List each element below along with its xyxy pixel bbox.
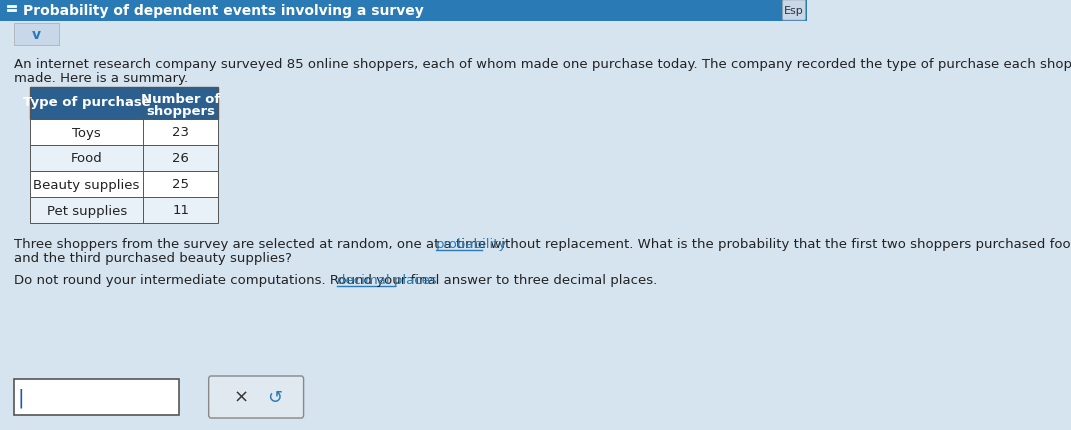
Text: made. Here is a summary.: made. Here is a summary.	[14, 72, 187, 85]
Text: v: v	[32, 28, 41, 42]
FancyBboxPatch shape	[783, 1, 805, 21]
Text: Food: Food	[71, 152, 103, 165]
Text: Toys: Toys	[72, 126, 101, 139]
Text: shoppers: shoppers	[147, 105, 215, 118]
Text: 26: 26	[172, 152, 190, 165]
Text: Three shoppers from the survey are selected at random, one at a time without rep: Three shoppers from the survey are selec…	[14, 237, 1071, 250]
Text: probability: probability	[436, 237, 508, 250]
Text: 25: 25	[172, 178, 190, 191]
Text: decimal places: decimal places	[336, 273, 437, 286]
Text: |: |	[18, 387, 25, 407]
Text: An internet research company surveyed 85 online shoppers, each of whom made one : An internet research company surveyed 85…	[14, 58, 1071, 71]
FancyBboxPatch shape	[30, 120, 218, 146]
Text: Do not round your intermediate computations. Round your final answer to three de: Do not round your intermediate computati…	[14, 273, 657, 286]
Text: Number of: Number of	[141, 92, 221, 105]
FancyBboxPatch shape	[0, 0, 806, 22]
Text: 11: 11	[172, 204, 190, 217]
FancyBboxPatch shape	[209, 376, 303, 418]
Text: Three shoppers from the survey are selected at random, one at a time without rep: Three shoppers from the survey are selec…	[14, 237, 789, 250]
Text: 23: 23	[172, 126, 190, 139]
Text: Esp: Esp	[784, 6, 804, 16]
Text: Pet supplies: Pet supplies	[46, 204, 126, 217]
FancyBboxPatch shape	[30, 172, 218, 197]
FancyBboxPatch shape	[30, 146, 218, 172]
Text: Beauty supplies: Beauty supplies	[33, 178, 140, 191]
FancyBboxPatch shape	[30, 197, 218, 224]
Text: Type of purchase: Type of purchase	[22, 95, 151, 108]
Text: ↺: ↺	[268, 388, 283, 406]
Text: ×: ×	[233, 388, 248, 406]
FancyBboxPatch shape	[14, 379, 179, 415]
FancyBboxPatch shape	[14, 24, 59, 46]
Text: Probability of dependent events involving a survey: Probability of dependent events involvin…	[22, 4, 423, 18]
FancyBboxPatch shape	[30, 88, 218, 120]
Text: and the third purchased beauty supplies?: and the third purchased beauty supplies?	[14, 252, 291, 264]
